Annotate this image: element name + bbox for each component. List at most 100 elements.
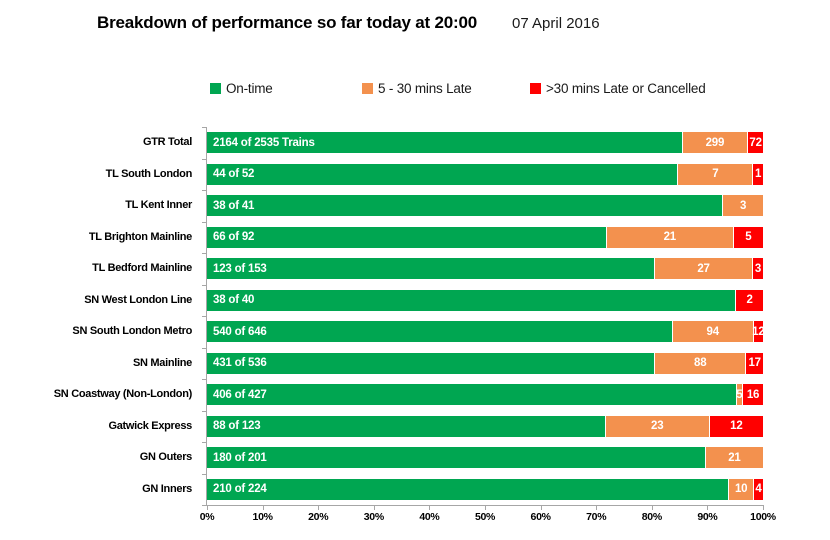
segment-value-label: 12 (752, 325, 765, 338)
segment-value-label: 38 of 40 (213, 294, 255, 306)
bar-row: 2164 of 2535 Trains 299 72 (207, 132, 763, 153)
segment-value-label: 7 (712, 168, 719, 180)
y-axis-tick (202, 442, 207, 443)
chart-date: 07 April 2016 (512, 15, 600, 32)
x-axis-tick-label: 30% (363, 511, 384, 523)
x-axis-tick (652, 505, 653, 510)
category-label: GTR Total (142, 136, 192, 148)
segment-value-label: 72 (749, 136, 762, 149)
x-axis-tick (763, 505, 764, 510)
segment-ontime: 88 of 123 (207, 415, 605, 437)
category-label: SN Coastway (Non-London) (53, 388, 193, 400)
segment-value-label: 23 (651, 420, 664, 432)
segment-value-label: 88 (694, 357, 707, 369)
segment-late: 27 (653, 258, 753, 279)
segment-value-label: 88 of 123 (213, 420, 261, 432)
segment-late: 88 (654, 352, 746, 374)
y-axis-tick (202, 505, 207, 506)
x-axis-tick (541, 505, 542, 510)
category-label: TL Bedford Mainline (92, 262, 192, 274)
segment-ontime: 210 of 224 (207, 478, 729, 500)
x-axis-line (206, 505, 763, 506)
bar-row: 38 of 41 3 (207, 195, 763, 216)
segment-late: 299 (681, 132, 748, 153)
y-axis-tick (202, 253, 207, 254)
segment-ontime: 123 of 153 (207, 258, 654, 279)
segment-late: 5 (735, 384, 743, 405)
segment-value-label: 2164 of 2535 Trains (213, 136, 315, 149)
segment-cancelled: 5 (732, 226, 763, 248)
bar-row: 123 of 153 27 3 (207, 258, 763, 279)
y-axis-tick (202, 348, 207, 349)
y-axis-tick (202, 474, 207, 475)
category-label: SN West London Line (84, 293, 192, 306)
legend-item-ontime: On-time (210, 81, 273, 96)
chart-title: Breakdown of performance so far today at… (97, 13, 478, 32)
cancelled-swatch-icon (530, 83, 541, 94)
segment-cancelled: 2 (735, 289, 763, 311)
x-axis-tick-label: 90% (697, 511, 718, 523)
x-axis-tick-label: 10% (252, 511, 273, 523)
bar-row: 431 of 536 88 17 (207, 352, 763, 374)
bar-row: 540 of 646 94 12 (207, 321, 765, 342)
bar-row: 210 of 224 10 4 (207, 478, 763, 500)
category-label: Gatwick Express (108, 419, 192, 432)
segment-value-label: 5 (736, 388, 743, 401)
segment-late: 23 (604, 415, 709, 437)
legend-item-late: 5 - 30 mins Late (362, 81, 472, 96)
segment-ontime: 38 of 41 (207, 195, 723, 216)
segment-cancelled: 16 (742, 384, 763, 405)
bar-row: 44 of 52 7 1 (207, 163, 763, 185)
segment-late: 21 (605, 226, 733, 248)
segment-value-label: 2 (746, 294, 753, 306)
category-label: TL Brighton Mainline (88, 230, 192, 243)
category-label: SN Mainline (132, 356, 192, 369)
segment-cancelled: 72 (747, 132, 763, 153)
segment-value-label: 12 (730, 420, 743, 432)
segment-cancelled: 12 (708, 415, 763, 437)
segment-cancelled: 12 (752, 321, 765, 342)
y-axis-tick (202, 285, 207, 286)
segment-value-label: 406 of 427 (213, 388, 267, 401)
segment-cancelled: 1 (752, 163, 763, 185)
category-label: TL South London (105, 167, 193, 180)
segment-value-label: 210 of 224 (213, 483, 267, 495)
late-swatch-icon (362, 83, 373, 94)
segment-value-label: 44 of 52 (213, 168, 255, 180)
segment-value-label: 10 (734, 483, 748, 495)
segment-ontime: 66 of 92 (207, 226, 606, 248)
y-axis-tick (202, 159, 207, 160)
segment-value-label: 123 of 153 (213, 262, 267, 275)
x-axis-tick-label: 80% (641, 511, 662, 523)
segment-ontime: 38 of 40 (207, 289, 736, 311)
segment-late: 3 (722, 195, 763, 216)
x-axis-tick (374, 505, 375, 510)
bar-row: 406 of 427 5 16 (207, 384, 763, 405)
segment-value-label: 66 of 92 (213, 231, 255, 243)
category-label: GN Outers (139, 451, 193, 463)
segment-late: 94 (671, 321, 753, 342)
x-axis-tick (263, 505, 264, 510)
segment-value-label: 540 of 646 (213, 325, 267, 338)
bar-row: 180 of 201 21 (207, 447, 763, 468)
segment-value-label: 21 (663, 231, 677, 243)
x-axis-tick-label: 100% (750, 511, 776, 523)
x-axis-tick (207, 505, 208, 510)
segment-value-label: 4 (755, 483, 762, 495)
segment-ontime: 44 of 52 (207, 163, 678, 185)
segment-value-label: 27 (697, 262, 710, 275)
bar-row: 38 of 40 2 (207, 289, 763, 311)
x-axis-tick (318, 505, 319, 510)
bar-row: 66 of 92 21 5 (207, 226, 763, 248)
y-axis-tick (202, 379, 207, 380)
segment-value-label: 16 (746, 388, 760, 401)
x-axis-tick-label: 20% (308, 511, 329, 523)
segment-value-label: 180 of 201 (213, 451, 267, 464)
segment-cancelled: 4 (753, 478, 763, 500)
segment-value-label: 431 of 536 (213, 357, 267, 369)
segment-ontime: 540 of 646 (207, 321, 672, 342)
legend-label-late: 5 - 30 mins Late (378, 81, 472, 96)
x-axis-tick (429, 505, 430, 510)
y-axis-tick (202, 222, 207, 223)
segment-value-label: 21 (728, 451, 741, 464)
